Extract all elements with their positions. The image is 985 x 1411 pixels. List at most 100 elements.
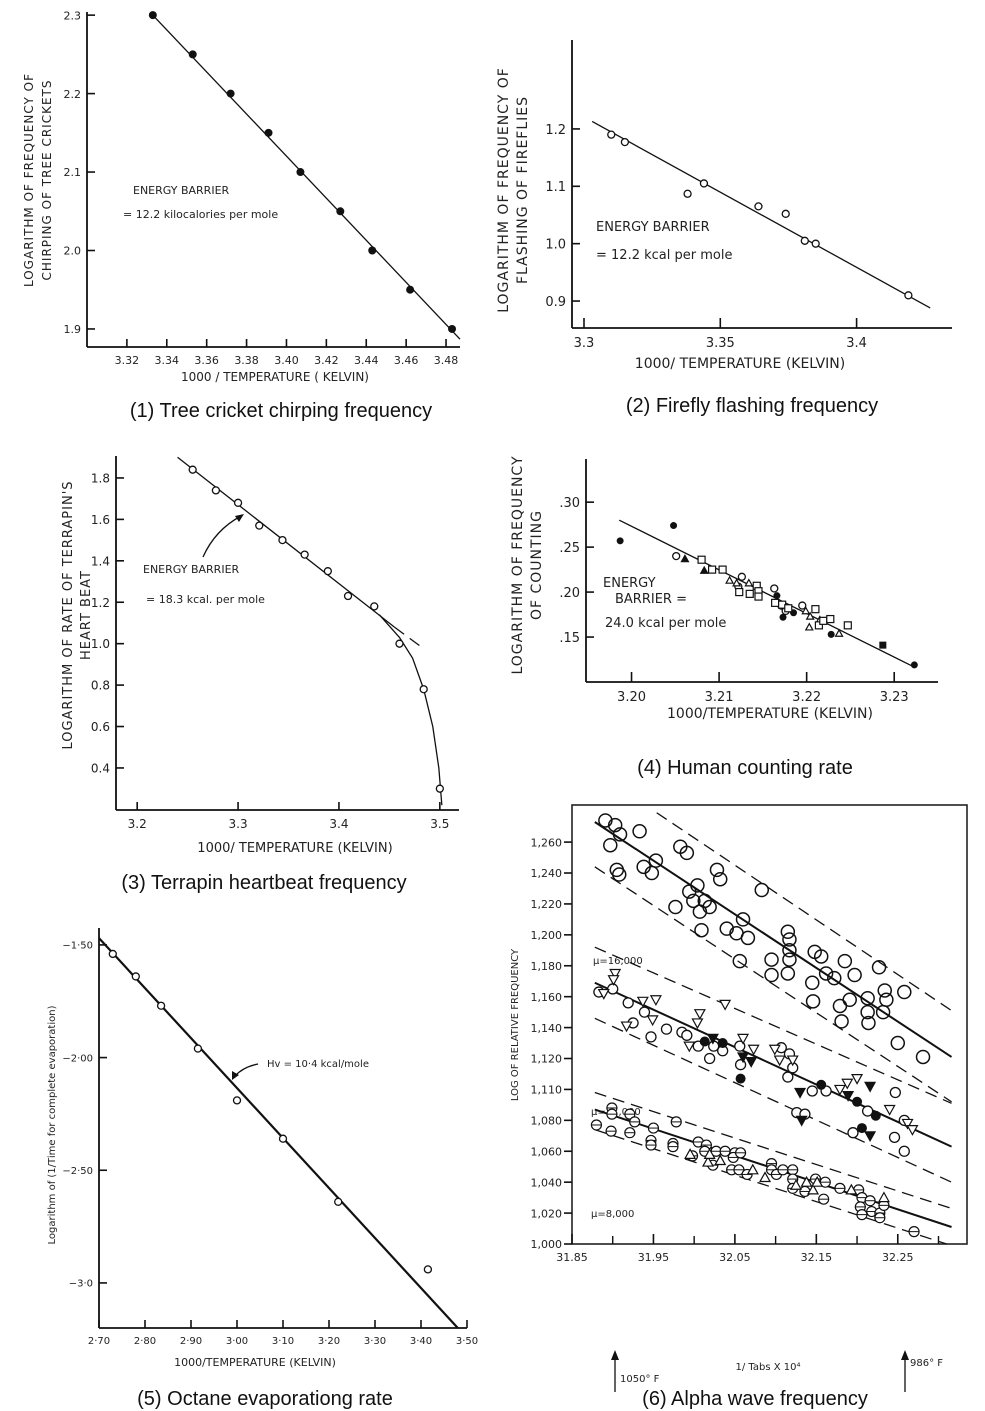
y-tick-label: 2.3 [64,9,82,22]
x-tick-label: 3.5 [430,817,449,831]
data-point-open-down-triangle [906,1125,919,1136]
y-tick-label: .20 [559,586,580,601]
annotation: Hv = 10·4 kcal/mole [267,1059,369,1070]
data-point-open-circle [782,1071,794,1083]
data-point-open-down-triangle [786,1055,799,1067]
x-tick-label: 32.15 [801,1251,833,1264]
data-point-hex [682,884,697,899]
data-point-open-circle [395,639,404,648]
fit-line [98,937,459,1329]
data-point-open-circle [108,949,117,959]
y-axis-title: LOGARITHM OF RATE OF TERRAPIN'S [61,480,76,749]
fit-line [594,821,953,1058]
y-tick-label: 1.1 [545,180,566,195]
data-point-hex [805,994,821,1009]
data-point-open-circle [904,291,913,300]
y-tick-label: 1.6 [91,513,110,527]
data-point-theta-circle [647,1122,660,1134]
data-point-hex [834,1014,849,1029]
data-point-open-circle [435,784,444,793]
data-point-hex [915,1049,931,1065]
annotation: 986° F [910,1358,943,1369]
confidence-line [594,866,952,1103]
y-tick-label: −3·0 [69,1279,93,1290]
data-point-filled-triangle [680,554,690,563]
x-tick-label: 2·90 [180,1336,202,1347]
data-point-open-circle [703,1052,716,1065]
data-point-open-triangle [759,1171,772,1183]
data-point-open-triangle [703,1148,716,1159]
x-tick-label: 3·40 [410,1336,432,1347]
data-point-filled-circle [226,89,235,98]
data-point-hex [740,930,756,946]
data-point-open-circle [638,1006,651,1018]
data-point-open-circle [798,601,807,610]
y-tick-label: 1,080 [531,1115,563,1128]
data-point-open-circle [255,521,264,530]
y-tick-label: 2.2 [64,88,82,101]
data-point-hex [847,967,862,983]
x-tick-label: 3·30 [364,1336,386,1347]
data-point-open-down-triangle [597,988,610,1000]
y-axis-title: LOGARITHM OF FREQUENCY OF [22,73,36,287]
data-point-open-down-triangle [737,1033,750,1045]
y-tick-label: 2.1 [64,166,82,179]
annotation: = 18.3 kcal. per mole [146,593,265,606]
y-tick-label: 1,240 [531,867,563,880]
y-tick-label: 1,140 [531,1022,563,1035]
data-point-open-circle [300,550,309,559]
data-point-open-circle [806,1085,818,1097]
data-point-open-circle [672,551,681,561]
data-point-hex [818,966,834,981]
data-point-filled-down-triangle [864,1131,877,1143]
data-point-open-circle [232,1096,242,1105]
data-point-filled-circle [148,11,157,20]
data-point-open-circle [131,972,140,981]
y-tick-label: 1,020 [531,1207,563,1220]
data-point-hex [782,952,797,967]
data-point-open-circle [370,602,379,611]
data-point-hex [780,966,796,981]
data-point-open-down-triangle [693,1009,706,1020]
data-point-open-down-triangle [719,999,732,1011]
data-point-filled-circle [448,324,457,333]
data-point-open-triangle [744,578,754,587]
data-point-open-circle [737,572,747,581]
data-point-hex [764,967,779,983]
up-arrow-icon-head [611,1350,619,1360]
x-axis-title: 1000 / TEMPERATURE ( KELVIN) [181,370,369,384]
data-point-open-triangle [732,578,742,587]
data-point-theta-circle [818,1193,830,1205]
x-axis-title: 1000/TEMPERATURE (KELVIN) [667,706,873,722]
fit-line [591,120,931,309]
data-point-filled-circle [870,1110,881,1121]
data-point-open-down-triangle [747,1044,760,1056]
data-point-hex [780,924,796,940]
x-tick-label: 31.95 [638,1251,670,1264]
y-tick-label: −2·50 [62,1166,93,1177]
chart-panel-3: 3.2 3.3 3.4 3.5 0.4 0.6 0.8 1.0 1.2 1.4 1.6 1.8 1000… [61,456,459,856]
data-point-theta-circle [606,1108,618,1120]
data-point-theta-circle [733,1164,745,1176]
data-point-filled-circle [188,50,197,59]
data-point-hex [668,899,683,915]
data-point-hex [805,975,820,991]
data-point-filled-circle [856,1123,867,1134]
caption-firefly: (2) Firefly flashing frequency [625,395,879,417]
plot-frame [571,804,968,1245]
data-point-open-down-triangle [833,1084,846,1096]
data-point-theta-circle [624,1127,636,1139]
chart-panel-6: 31.85 31.95 32.05 32.15 32.25 1,000 1,020 1,040… [510,804,968,1385]
data-point-theta-circle [908,1226,920,1238]
x-tick-label: 32.25 [882,1251,914,1264]
y-axis-title: HEART BEAT [79,570,94,660]
data-point-open-square [771,598,780,607]
data-point-filled-down-triangle [795,1115,808,1127]
data-point-hex [598,813,613,828]
data-point-hex [603,837,618,853]
fit-line [378,614,443,806]
x-tick-label: 3·10 [272,1336,294,1347]
x-tick-label: 2·70 [88,1336,110,1347]
data-point-open-square [735,587,744,597]
data-point-open-circle [423,1265,433,1274]
